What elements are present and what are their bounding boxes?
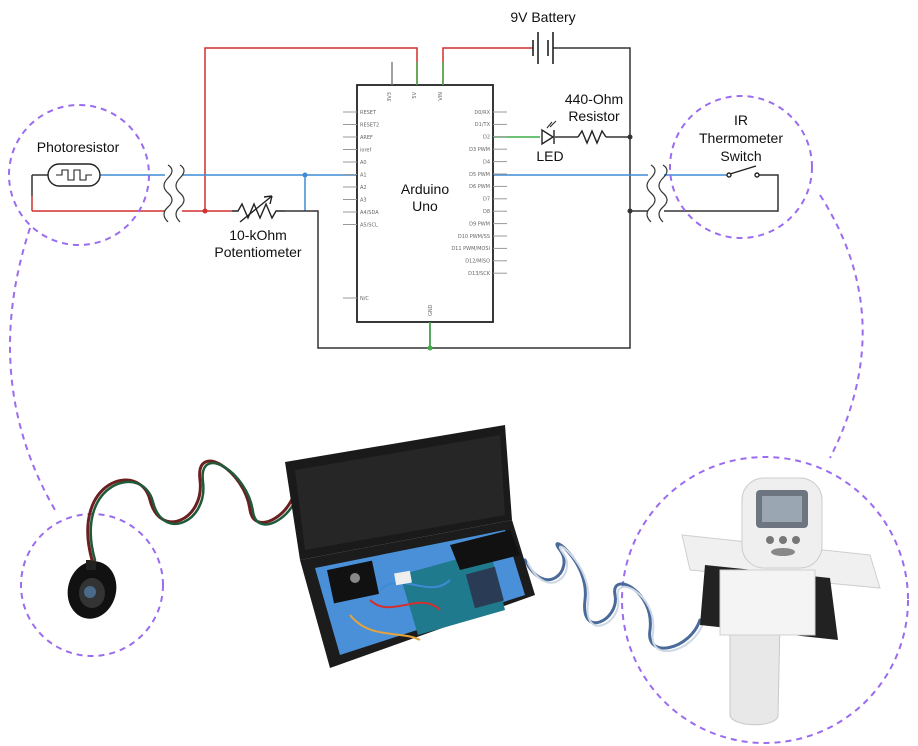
arduino-board: RESET RESET2 AREF ioref A0 A1 A2 A3 A4/SDA A5/SCL… [343,62,507,348]
pin-vin: VIN [438,92,444,101]
arduino-pin-label: D1/TX [475,122,491,128]
wire-pot-ground [285,210,430,349]
arduino-pin-label: D13/SCK [468,271,491,277]
arduino-label-line1: Arduino [401,181,449,197]
arduino-pin-label: ioref [360,147,371,153]
wire-switch-ground [664,174,779,212]
switch-label-line1: IR [734,112,748,128]
photoresistor-callout-circle [8,104,150,246]
arduino-pin-label: D5 PWM [469,172,490,178]
arduino-pin-label: D8 [483,209,490,215]
switch-label-line3: Switch [720,148,761,164]
arduino-pin-label: A3 [360,197,367,203]
switch-connector-dashed [819,194,864,459]
thermometer-cable [523,542,704,652]
photoresistor-connector-dashed [9,227,56,511]
enclosure-photo [285,425,535,668]
arduino-pin-label: D0/RX [474,110,490,116]
arduino-pin-label: A1 [360,172,367,178]
arduino-pin-label: A5/SCL [360,222,378,228]
photoresistor-label: Photoresistor [37,139,120,155]
arduino-pin-label: AREF [360,135,373,141]
potentiometer-symbol [232,195,285,223]
led-symbol [541,120,557,146]
wire-battery-ground [553,47,631,137]
photoresistor-symbol [47,163,101,187]
arduino-pin-label: A4/SDA [360,210,379,216]
arduino-pin-label: A2 [360,185,367,191]
potentiometer-label-line1: 10-kOhm [229,227,287,243]
wire-break-right [646,164,668,223]
arduino-pin-label: N/C [360,296,369,302]
arduino-pin-label: D10 PWM/SS [458,234,490,240]
arduino-pin-label: D3 PWM [469,147,490,153]
arduino-left-pins: RESET RESET2 AREF ioref A0 A1 A2 A3 A4/SDA A5/SCL… [343,110,379,302]
pin-5v: 5V [412,91,418,98]
wire-vin-red [442,47,533,85]
arduino-pin-label: D11 PWM/MOSI [451,246,490,252]
battery-symbol [532,32,554,64]
arduino-pin-label: D6 PWM [469,184,490,190]
arduino-pin-label: D12/MISO [465,259,490,265]
pin-3v3: 3V3 [387,92,393,102]
arduino-label-line2: Uno [412,198,438,214]
arduino-pin-label: D7 [483,197,490,203]
photoresistor-photo [67,560,117,619]
arduino-pin-label: D2 [483,135,490,141]
resistor-label-line1: 440-Ohm [565,91,623,107]
arduino-pin-label: D4 [483,159,490,165]
switch-label-line2: Thermometer [699,130,783,146]
arduino-pin-label: RESET2 [360,122,379,128]
ir-thermometer-photo [681,477,881,726]
pin-gnd: GND [428,304,434,316]
battery-label: 9V Battery [510,9,575,25]
sensor-cable [86,459,300,562]
arduino-right-pins: D0/RX D1/TX D2 D3 PWM D4 D5 PWM D6 PWM D7 D8 D9 P… [451,110,507,277]
led-label: LED [536,148,563,164]
switch-callout-circle [669,95,813,239]
resistor-symbol [577,129,607,145]
switch-symbol [726,165,760,178]
arduino-pin-label: RESET [360,110,377,116]
resistor-label-line2: Resistor [568,108,620,124]
wire-break-left [163,164,185,223]
arduino-pin-label: D9 PWM [469,221,490,227]
arduino-pin-label: A0 [360,160,367,166]
thermometer-photo-callout-circle [621,456,909,744]
potentiometer-label-line2: Potentiometer [214,244,301,260]
